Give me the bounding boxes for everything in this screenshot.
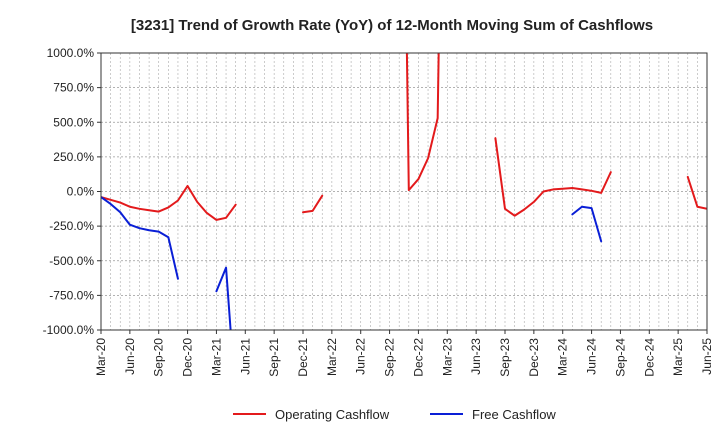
y-tick-label: 0.0% (67, 185, 95, 199)
x-tick-label: Sep-22 (383, 338, 397, 377)
x-tick-label: Jun-21 (238, 338, 252, 375)
x-tick-label: Jun-25 (700, 338, 714, 375)
legend-label: Operating Cashflow (275, 407, 390, 422)
series-line-segment (215, 266, 232, 330)
x-tick-label: Dec-23 (527, 338, 541, 377)
x-tick-label: Sep-24 (613, 338, 627, 377)
series-line-segment (302, 194, 324, 214)
y-tick-label: 250.0% (53, 150, 94, 164)
x-tick-label: Mar-22 (325, 338, 339, 376)
x-tick-label: Dec-20 (181, 338, 195, 377)
x-tick-label: Mar-21 (209, 338, 223, 376)
series-line-segment (101, 196, 179, 280)
y-tick-label: 500.0% (53, 115, 94, 129)
series-line-segment (405, 53, 440, 192)
x-tick-label: Mar-24 (556, 338, 570, 376)
y-tick-label: 1000.0% (47, 46, 95, 60)
x-tick-label: Dec-22 (411, 338, 425, 377)
plot-frame (100, 52, 708, 331)
series-line-segment (494, 137, 612, 217)
series-line-segment (571, 205, 603, 243)
grid-lines (101, 53, 707, 330)
y-tick-label: 750.0% (53, 81, 94, 95)
x-tick-label: Mar-20 (94, 338, 108, 376)
x-tick-label: Jun-22 (354, 338, 368, 375)
x-tick-label: Dec-21 (296, 338, 310, 377)
chart-title: [3231] Trend of Growth Rate (YoY) of 12-… (131, 17, 653, 34)
y-tick-label: -250.0% (49, 219, 94, 233)
series-line-segment (101, 184, 237, 221)
series-line-segment (686, 175, 707, 210)
series-0 (101, 53, 707, 221)
x-tick-label: Jun-24 (585, 338, 599, 375)
legend: Operating Cashflow Free Cashflow (233, 407, 556, 422)
x-tick-label: Sep-21 (267, 338, 281, 377)
x-tick-label: Jun-23 (469, 338, 483, 375)
axes: 1000.0% 750.0% 500.0% 250.0% 0.0% -250.0% -500… (43, 46, 714, 377)
legend-label: Free Cashflow (472, 407, 556, 422)
y-tick-label: -1000.0% (43, 323, 95, 337)
x-tick-label: Dec-24 (642, 338, 656, 377)
x-tick-label: Mar-25 (671, 338, 685, 376)
y-tick-label: -500.0% (49, 254, 94, 268)
x-tick-label: Jun-20 (123, 338, 137, 375)
x-tick-label: Mar-23 (440, 338, 454, 376)
x-tick-label: Sep-23 (498, 338, 512, 377)
series-1 (101, 196, 603, 330)
x-tick-label: Sep-20 (152, 338, 166, 377)
series-lines (101, 53, 707, 330)
y-tick-label: -750.0% (49, 288, 94, 302)
